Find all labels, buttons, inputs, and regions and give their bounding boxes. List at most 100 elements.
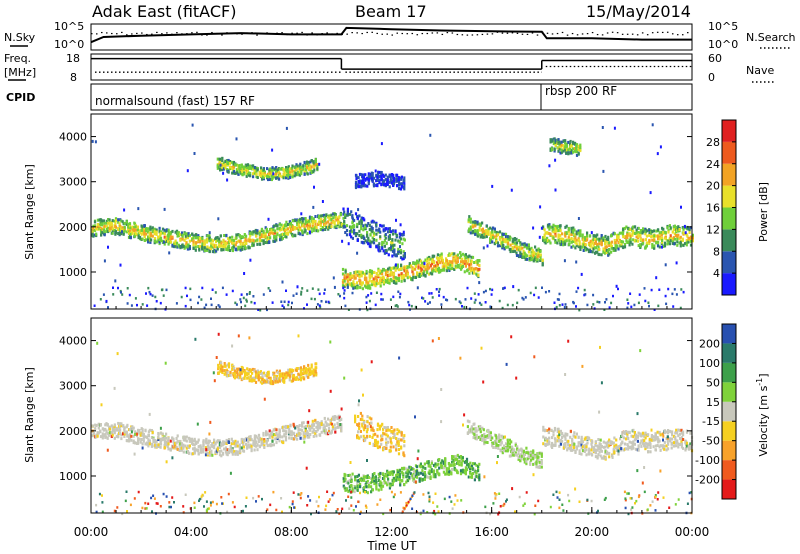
power-cell [436, 253, 439, 257]
power-cell [262, 231, 265, 235]
power-ground-scatter [575, 305, 577, 308]
noise-search-dot [656, 31, 659, 33]
power-cell [133, 227, 136, 231]
power-cell [108, 218, 111, 222]
power-cell [353, 285, 356, 289]
vel-cell [257, 440, 261, 443]
power-cell [216, 238, 219, 242]
power-cell [426, 267, 429, 271]
power-cell [451, 264, 454, 267]
power-cell [330, 225, 333, 228]
power-isolated-point [321, 200, 324, 203]
power-cell [239, 245, 242, 249]
power-cell [273, 229, 277, 233]
vel-cell [235, 451, 238, 455]
power-cell [564, 148, 567, 152]
noise-search-dot [281, 32, 283, 34]
vel-cell [272, 382, 275, 386]
power-cell [396, 263, 399, 267]
vel-cell [247, 370, 250, 374]
power-ground-scatter [120, 291, 122, 294]
power-isolated-point [486, 244, 489, 248]
power-cell [356, 281, 359, 285]
vel-cell [322, 429, 325, 433]
power-cell [198, 237, 201, 240]
power-cell [509, 247, 512, 251]
power-cell [372, 231, 376, 235]
vel-cell [144, 428, 147, 432]
power-ground-scatter [665, 302, 668, 306]
power-cell [424, 274, 427, 278]
power-cell [554, 224, 557, 228]
power-cell [367, 178, 370, 182]
power-ground-scatter [221, 286, 224, 290]
power-isolated-point [137, 207, 140, 211]
vel-cell [113, 427, 116, 431]
power-cell [471, 255, 475, 259]
power-cell [93, 233, 97, 237]
power-isolated-point [613, 126, 616, 130]
power-cell [191, 237, 194, 241]
vel-cell [255, 370, 258, 374]
vel-cell [208, 446, 211, 450]
power-cell [509, 250, 512, 254]
power-cell [309, 164, 312, 168]
vel-cell [138, 437, 141, 441]
power-cell [346, 279, 349, 283]
power-cell [281, 236, 284, 240]
power-cell [101, 222, 104, 225]
power-ground-scatter [558, 304, 561, 307]
power-cell [367, 238, 370, 242]
power-cell [661, 240, 664, 244]
power-cell [145, 229, 148, 233]
y-tick-label: 2000 [59, 221, 87, 234]
vel-cell [261, 381, 264, 385]
power-cell [192, 236, 195, 240]
vel-cell [184, 444, 187, 448]
vel-cell [199, 444, 202, 448]
power-cell [291, 234, 294, 238]
power-cell [395, 281, 398, 285]
power-cell [229, 160, 232, 163]
power-ground-scatter [248, 292, 251, 295]
power-cell [105, 229, 108, 233]
power-cell [163, 235, 166, 239]
vel-cell [253, 444, 256, 448]
power-cell [114, 225, 118, 229]
power-cell [363, 218, 366, 222]
power-cell [314, 215, 317, 218]
power-cell [299, 232, 302, 236]
vel-cell [311, 426, 314, 430]
power-cell [136, 228, 139, 232]
noise-search-dot [686, 32, 689, 34]
power-cell [232, 160, 236, 164]
noise-search-dot [186, 33, 188, 35]
vel-cell [247, 443, 250, 447]
power-cell [359, 281, 362, 285]
power-cell [557, 233, 560, 237]
power-cell [642, 241, 645, 245]
vel-cell [220, 454, 223, 458]
noise-search-dot [551, 33, 554, 35]
power-cell [266, 167, 269, 171]
noise-search-dot [646, 34, 649, 36]
noise-search-dot [591, 31, 594, 34]
power-ground-scatter [464, 298, 467, 301]
power-cell [661, 237, 664, 241]
power-cell [375, 282, 378, 286]
power-cell [519, 251, 522, 255]
power-cell [391, 232, 395, 236]
power-cell [258, 170, 261, 174]
power-cell [534, 245, 537, 249]
power-isolated-point [226, 178, 229, 182]
power-cell [376, 184, 379, 188]
power-cell [485, 232, 488, 236]
power-isolated-point [563, 259, 566, 263]
power-ground-scatter [470, 297, 473, 300]
power-ground-scatter [271, 301, 274, 304]
power-cell [426, 259, 429, 263]
power-cell [91, 230, 94, 234]
power-cell [403, 182, 406, 186]
power-cell [262, 242, 265, 246]
power-ground-scatter [409, 308, 411, 311]
